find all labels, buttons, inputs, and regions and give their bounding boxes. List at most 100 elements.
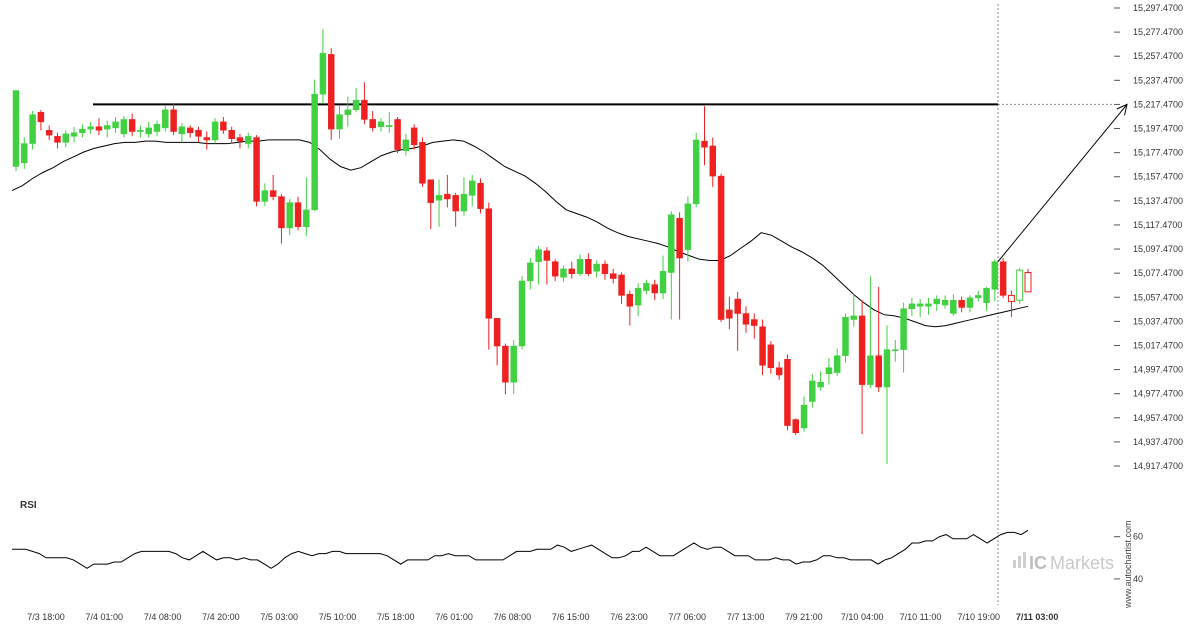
candle-body — [974, 295, 982, 299]
price-axis: 15,297.4700 15,277.4700 15,257.4700 15,237.… — [1114, 3, 1183, 471]
candle — [120, 115, 128, 138]
price-tick-label: 14,937.4700 — [1133, 437, 1183, 447]
time-tick-label: 7/6 15:00 — [552, 612, 590, 622]
candle-body — [916, 303, 924, 307]
candle — [29, 111, 36, 150]
candle — [518, 276, 526, 350]
candle — [87, 121, 94, 134]
candle-body — [419, 142, 426, 184]
candle — [858, 300, 866, 435]
candle-body — [1024, 272, 1032, 293]
candle — [643, 279, 650, 295]
candle-body — [468, 180, 476, 196]
candle — [128, 113, 136, 137]
candle — [278, 194, 285, 244]
candle — [286, 198, 293, 236]
candle-body — [684, 203, 692, 250]
candle-body — [460, 193, 468, 212]
candle-body — [452, 195, 459, 212]
candle — [1016, 267, 1024, 304]
candle-body — [170, 109, 177, 132]
candle-body — [278, 196, 285, 229]
candle — [211, 118, 219, 144]
candle-body — [634, 287, 642, 306]
candle-body — [45, 130, 53, 136]
candle-body — [286, 202, 293, 229]
candle — [162, 106, 169, 132]
candle — [668, 211, 675, 320]
candle — [493, 318, 501, 366]
candle — [460, 177, 468, 216]
candle-body — [933, 298, 940, 305]
brand-ic: IC — [1029, 553, 1047, 573]
candle-body — [261, 190, 269, 202]
candle-body — [477, 183, 484, 209]
candle — [734, 291, 741, 351]
candle-body — [966, 297, 974, 308]
candle — [468, 174, 476, 207]
rsi-tick-label: 40 — [1133, 574, 1143, 584]
candle — [742, 306, 750, 333]
candle — [892, 340, 899, 362]
time-tick-label: 7/6 08:00 — [494, 612, 532, 622]
price-tick-label: 14,997.4700 — [1133, 365, 1183, 375]
candle-body — [900, 308, 907, 350]
candle-body — [37, 111, 45, 123]
candle-body — [444, 193, 451, 200]
candle-body — [162, 109, 169, 129]
candle — [692, 132, 700, 208]
candle-body — [87, 126, 94, 130]
candle — [941, 295, 949, 309]
candle — [958, 296, 965, 313]
candle — [145, 121, 152, 138]
time-tick-label: 7/4 08:00 — [144, 612, 182, 622]
candle-body — [535, 249, 542, 262]
candle — [195, 126, 202, 143]
time-tick-label: 7/5 18:00 — [377, 612, 415, 622]
price-tick-label: 15,177.4700 — [1133, 148, 1183, 158]
candle — [37, 109, 45, 131]
candle-body — [792, 419, 799, 434]
candle — [709, 137, 717, 187]
candle — [203, 131, 211, 150]
candle — [601, 260, 609, 280]
candle — [568, 261, 576, 279]
candle-body — [692, 139, 700, 205]
price-tick-label: 15,057.4700 — [1133, 292, 1183, 302]
candle-body — [585, 259, 592, 274]
candle-body — [195, 130, 202, 137]
candle-body — [344, 109, 352, 115]
time-tick-label: 7/4 01:00 — [86, 612, 124, 622]
candle-body — [435, 195, 443, 201]
candle — [104, 120, 111, 138]
candle — [933, 295, 940, 312]
candle — [402, 133, 410, 156]
candle — [153, 120, 161, 137]
candle — [1024, 268, 1032, 293]
candle — [361, 82, 368, 125]
candle — [12, 90, 20, 172]
candle — [45, 125, 53, 140]
candle-body — [709, 145, 717, 177]
price-tick-label: 15,017.4700 — [1133, 340, 1183, 350]
candle-body — [892, 349, 899, 351]
candle — [228, 126, 235, 144]
time-tick-label: 7/5 10:00 — [319, 612, 357, 622]
candle-body — [991, 261, 999, 290]
rsi-path — [12, 529, 1029, 569]
rsi-title: RSI — [20, 500, 37, 511]
candle — [585, 253, 592, 277]
candle-body — [203, 137, 211, 141]
candle-body — [269, 190, 277, 197]
candle-body — [410, 127, 418, 146]
projection-arrow — [997, 103, 1128, 262]
candle — [543, 247, 551, 285]
candle — [974, 290, 982, 302]
candle — [618, 272, 625, 304]
candle — [610, 268, 617, 284]
candle-body — [941, 299, 949, 306]
candle — [825, 358, 833, 385]
candle-body — [510, 345, 517, 383]
candle-body — [958, 299, 965, 308]
